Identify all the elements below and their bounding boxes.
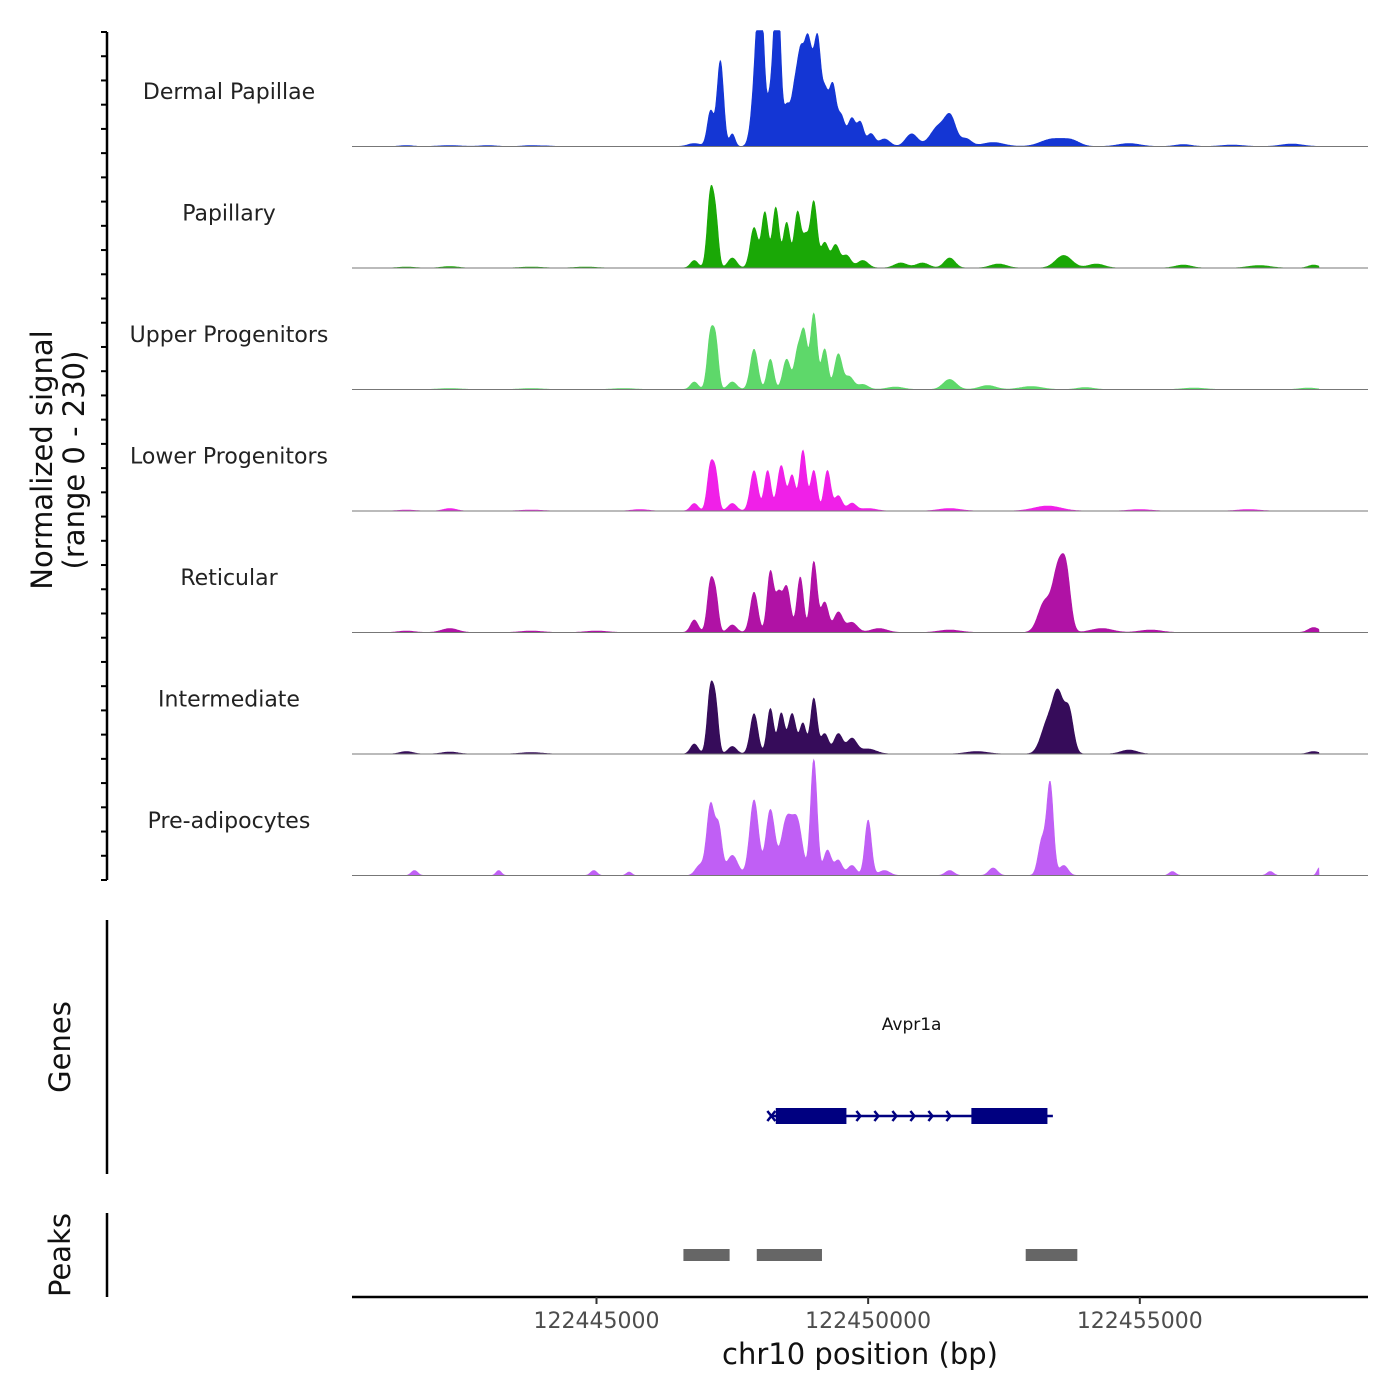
track-label: Reticular <box>180 566 278 591</box>
peaks-panel-label: Peaks <box>43 1213 77 1297</box>
strand-arrow-icon <box>873 1110 881 1122</box>
strand-arrow-icon <box>927 1110 935 1122</box>
exon-block <box>775 1108 847 1124</box>
coverage-area <box>352 680 1320 755</box>
gene-label: Avpr1a <box>882 1015 942 1035</box>
strand-arrow-icon <box>909 1110 917 1122</box>
x-tick-label: 122450000 <box>805 1309 931 1334</box>
track-reticular: Reticular <box>180 553 1368 633</box>
genes-panel: Genes Avpr1a <box>43 920 1053 1174</box>
x-tick-label: 122455000 <box>1077 1309 1203 1334</box>
gene-avpr1a: Avpr1a <box>766 1015 1053 1124</box>
y-axis-title-line2: (range 0 - 230) <box>57 351 91 570</box>
strand-arrow-icon <box>891 1110 899 1122</box>
track-label: Upper Progenitors <box>130 323 329 348</box>
track-intermediate: Intermediate <box>158 680 1368 755</box>
coverage-area <box>352 312 1320 390</box>
x-tick-label: 122445000 <box>533 1309 659 1334</box>
coverage-area <box>352 30 1320 147</box>
peak-region <box>683 1249 730 1261</box>
track-upper-progenitors: Upper Progenitors <box>130 312 1368 390</box>
gene-start-marker-icon <box>766 1110 777 1122</box>
track-label: Intermediate <box>158 688 300 713</box>
track-label: Dermal Papillae <box>143 80 315 105</box>
coverage-area <box>352 449 1320 512</box>
x-axis: 122445000 122450000 122455000 <box>352 1295 1368 1334</box>
peak-region <box>1025 1249 1078 1261</box>
strand-arrow-icon <box>855 1110 863 1122</box>
track-label: Lower Progenitors <box>130 445 328 470</box>
coverage-area <box>352 553 1320 633</box>
track-label: Pre-adipocytes <box>148 809 311 834</box>
track-lower-progenitors: Lower Progenitors <box>130 445 1368 512</box>
coverage-area <box>352 184 1320 269</box>
track-pre-adipocytes: Pre-adipocytes <box>148 758 1368 876</box>
strand-arrow-icon <box>945 1110 953 1122</box>
y-axis-title-line1: Normalized signal <box>25 330 59 589</box>
track-dermal-papillae: Dermal Papillae <box>143 30 1368 147</box>
track-papillary: Papillary <box>182 184 1368 269</box>
y-axis <box>101 31 109 881</box>
peak-region <box>756 1249 822 1261</box>
peaks-panel: Peaks <box>43 1213 1078 1297</box>
track-label: Papillary <box>182 202 276 227</box>
x-axis-title: chr10 position (bp) <box>722 1337 998 1371</box>
genes-panel-label: Genes <box>43 1001 77 1093</box>
coverage-tracks: Dermal Papillae Papillary Upper Progenitor… <box>130 30 1368 876</box>
coverage-area <box>352 758 1320 876</box>
exon-block <box>971 1108 1048 1124</box>
